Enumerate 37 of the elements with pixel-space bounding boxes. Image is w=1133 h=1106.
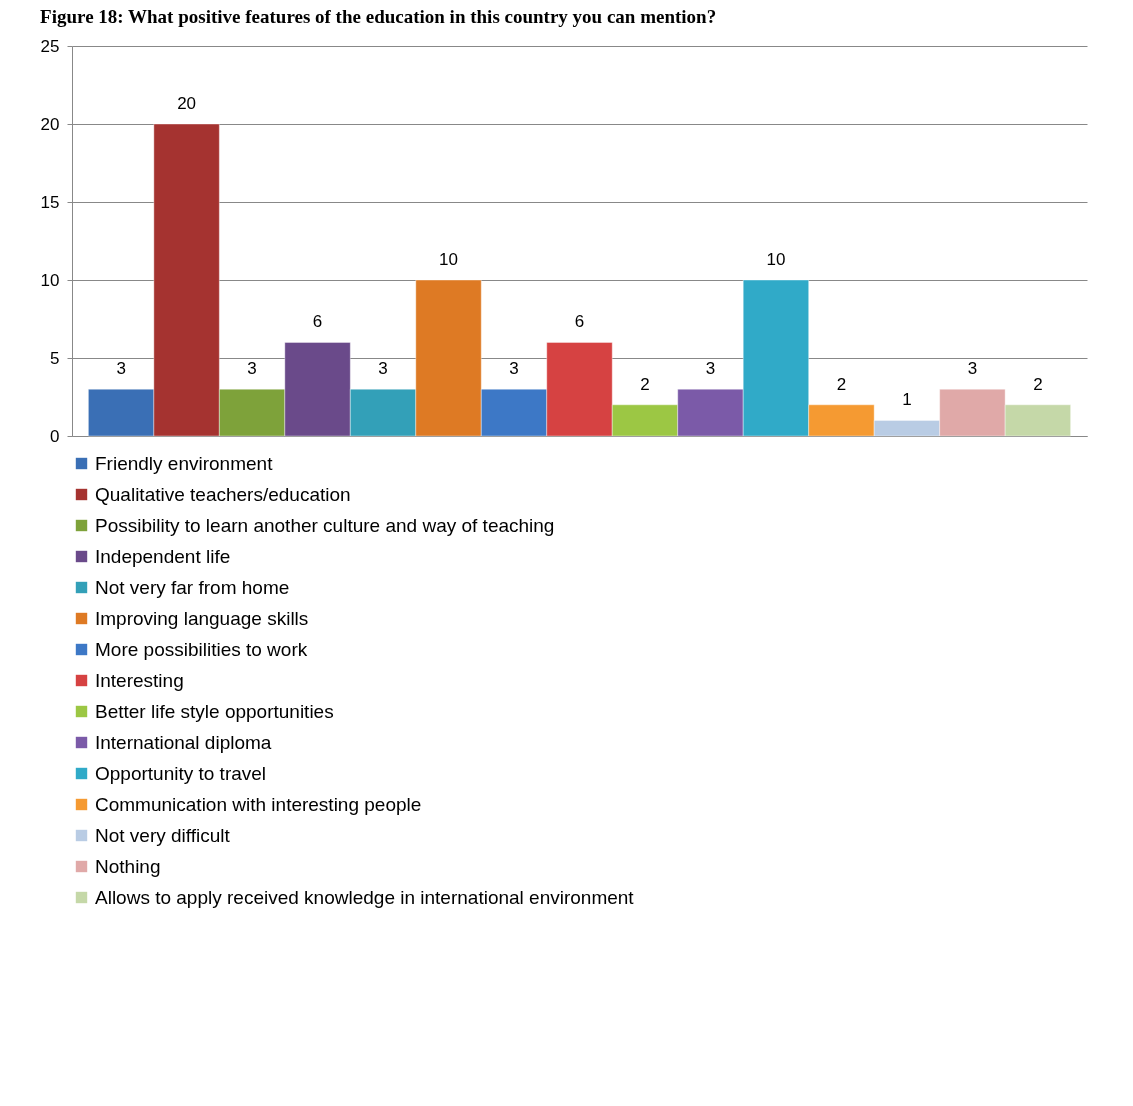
y-tick-label: 0 [50,426,60,446]
data-label: 10 [439,250,458,269]
legend-label: Possibility to learn another culture and way of teaching [95,514,555,536]
legend-label: Not very far from home [95,576,290,598]
legend-label: Independent life [95,545,231,567]
legend-label: Better life style opportunities [95,700,334,722]
y-tick-label: 15 [40,192,60,212]
data-label: 2 [836,374,847,394]
data-label: 3 [705,359,716,379]
chart-title: Figure 18: What positive features of the education in this country you can mention? [40,6,717,27]
legend-label: Nothing [95,855,161,877]
legend-label: Qualitative teachers/education [95,483,351,505]
data-label: 1 [902,390,912,410]
data-label: 3 [378,359,388,379]
legend-label: Communication with interesting people [95,793,422,815]
legend-label: International diploma [95,731,272,753]
y-tick-label: 5 [50,348,60,368]
y-tick-label: 20 [40,114,60,134]
data-label: 2 [640,374,650,394]
legend-label: Friendly environment [95,452,274,474]
data-label: 6 [574,312,585,332]
y-tick-label: 25 [40,36,60,56]
legend-label: Opportunity to travel [95,762,267,784]
legend-label: More possibilities to work [95,638,308,660]
y-tick-label: 10 [40,270,60,290]
data-label: 3 [247,359,257,379]
legend-label: Interesting [95,669,184,691]
data-label: 3 [116,359,126,379]
data-label: 3 [967,359,978,379]
legend-label: Improving language skills [95,607,309,629]
data-label: 10 [766,250,786,269]
data-label: 20 [177,94,197,113]
data-label: 3 [509,359,519,379]
data-label: 2 [1033,374,1043,394]
data-label: 6 [312,312,323,332]
legend-label: Allows to apply received knowledge in international environment [95,886,635,908]
legend-label: Not very difficult [95,824,231,846]
